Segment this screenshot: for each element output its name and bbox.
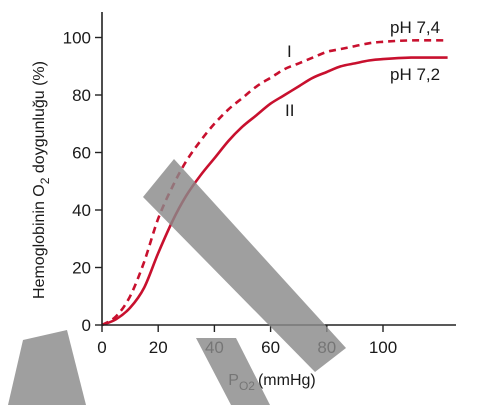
x-tick-label-100: 100 <box>369 338 397 357</box>
curve-ph-7-4 <box>101 38 448 327</box>
x-tick-label-60: 60 <box>261 338 280 357</box>
y-tick-label-60: 60 <box>72 144 91 163</box>
y-ticks: 0 20 40 60 80 100 <box>63 29 102 335</box>
label-curve-I: I <box>287 42 292 61</box>
y-tick-label-80: 80 <box>72 86 91 105</box>
y-tick-label-100: 100 <box>63 29 91 48</box>
watermark-stripe-bottom <box>196 338 270 405</box>
curves <box>101 38 448 327</box>
y-axis-title: Hemoglobinin O2 doygunluğu (%) <box>31 61 52 299</box>
watermark-stripe-left <box>8 330 86 405</box>
curve-ph-7-2 <box>101 56 448 327</box>
label-ph-7-2: pH 7,2 <box>390 65 440 84</box>
y-axis-title-sub: 2 <box>38 177 52 184</box>
x-axis-title-unit: (mmHg) <box>258 372 316 389</box>
x-tick-label-20: 20 <box>149 338 168 357</box>
y-tick-label-0: 0 <box>82 316 91 335</box>
watermark-stripes <box>8 159 346 405</box>
label-curve-II: II <box>285 101 294 120</box>
y-axis-title-post: doygunluğu (%) <box>31 61 48 178</box>
label-ph-7-4: pH 7,4 <box>390 18 440 37</box>
watermark-stripe-right <box>143 159 346 372</box>
y-tick-label-40: 40 <box>72 201 91 220</box>
x-tick-label-0: 0 <box>97 338 106 357</box>
y-axis-title-pre: Hemoglobinin O <box>31 184 48 299</box>
y-tick-label-20: 20 <box>72 259 91 278</box>
